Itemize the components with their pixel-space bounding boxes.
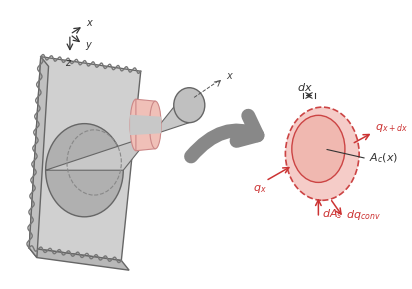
Text: $q_x$: $q_x$	[253, 183, 267, 195]
Polygon shape	[29, 57, 49, 257]
Text: $q_{x+dx}$: $q_{x+dx}$	[375, 123, 408, 134]
Ellipse shape	[292, 115, 345, 182]
Polygon shape	[29, 57, 141, 260]
Text: $z$: $z$	[65, 58, 73, 68]
Text: $dx$: $dx$	[297, 81, 312, 93]
Ellipse shape	[130, 99, 142, 151]
Text: $y$: $y$	[85, 40, 94, 52]
FancyArrowPatch shape	[191, 116, 258, 156]
Text: $A_c(x)$: $A_c(x)$	[369, 152, 398, 165]
Text: $x$: $x$	[87, 18, 94, 28]
Polygon shape	[130, 115, 161, 135]
Polygon shape	[136, 99, 155, 151]
Polygon shape	[29, 248, 129, 270]
Ellipse shape	[46, 124, 123, 217]
Text: $x$: $x$	[226, 71, 234, 81]
Text: $dq_{conv}$: $dq_{conv}$	[346, 208, 380, 222]
Text: $dA_s$: $dA_s$	[322, 207, 343, 221]
Polygon shape	[46, 88, 189, 170]
Ellipse shape	[150, 101, 161, 149]
Ellipse shape	[174, 88, 205, 123]
Ellipse shape	[286, 107, 359, 200]
